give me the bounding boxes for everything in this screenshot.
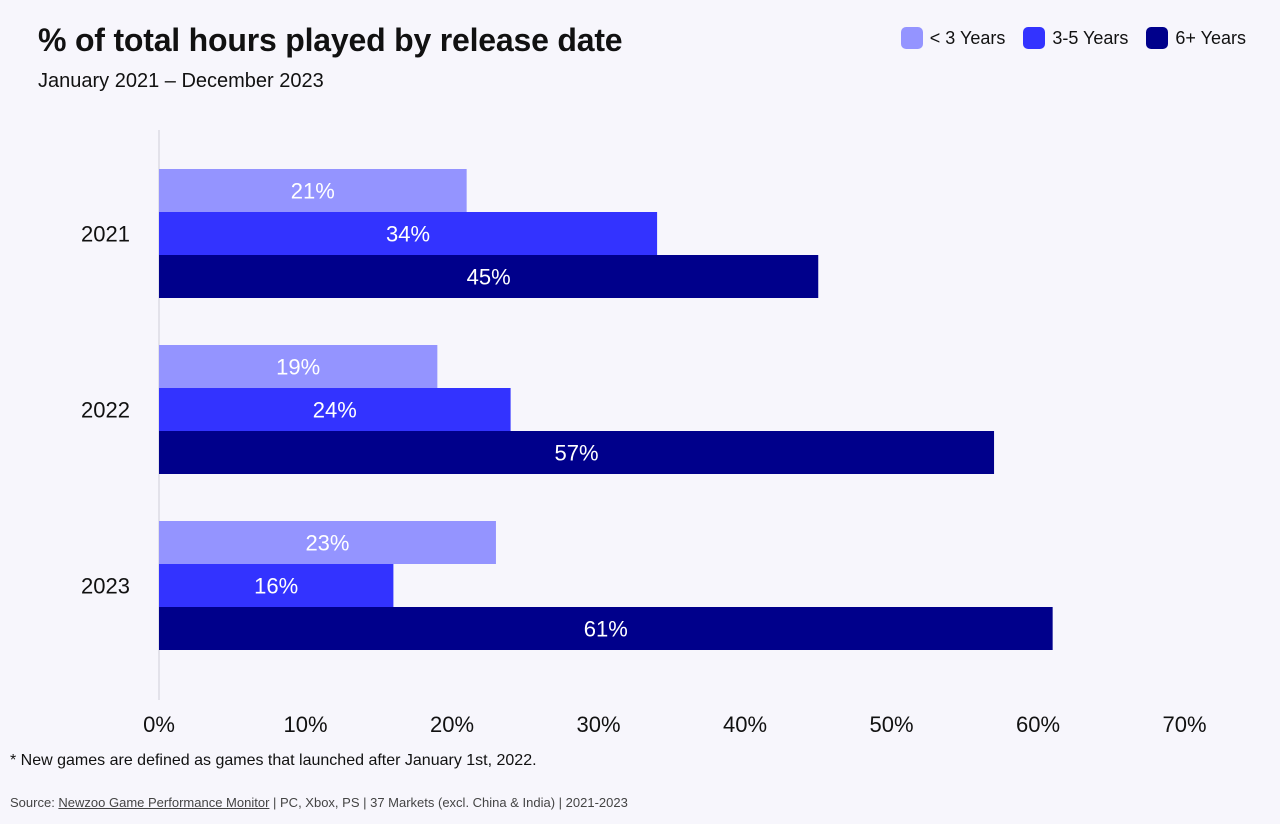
legend-item-lt3: < 3 Years bbox=[900, 27, 1006, 49]
category-label: 2022 bbox=[81, 398, 130, 423]
data-label: 23% bbox=[305, 531, 349, 556]
legend: < 3 Years 3-5 Years 6+ Years bbox=[900, 27, 1246, 49]
bar bbox=[159, 431, 995, 474]
source-line: Source: Newzoo Game Performance Monitor … bbox=[10, 795, 628, 810]
category-label: 2023 bbox=[81, 574, 130, 599]
x-tick-label: 50% bbox=[869, 712, 913, 737]
x-tick-label: 0% bbox=[143, 712, 175, 737]
data-label: 57% bbox=[555, 441, 599, 466]
legend-item-6plus: 6+ Years bbox=[1146, 27, 1246, 49]
bar bbox=[159, 388, 511, 431]
chart-subtitle: January 2021 – December 2023 bbox=[38, 70, 324, 92]
source-suffix: | PC, Xbox, PS | 37 Markets (excl. China… bbox=[269, 795, 628, 810]
x-tick-label: 30% bbox=[576, 712, 620, 737]
bar bbox=[159, 169, 467, 212]
chart-title: % of total hours played by release date bbox=[38, 22, 623, 58]
source-prefix: Source: bbox=[10, 795, 59, 810]
bar bbox=[159, 607, 1053, 650]
x-tick-label: 60% bbox=[1016, 712, 1060, 737]
bar bbox=[159, 345, 438, 388]
data-label: 16% bbox=[254, 574, 298, 599]
category-label: 2021 bbox=[81, 222, 130, 247]
data-label: 61% bbox=[584, 617, 628, 642]
bar bbox=[159, 564, 394, 607]
data-label: 19% bbox=[276, 355, 320, 380]
bar bbox=[159, 255, 819, 298]
legend-label-lt3: < 3 Years bbox=[929, 27, 1006, 48]
bar bbox=[159, 521, 496, 564]
x-tick-label: 20% bbox=[430, 712, 474, 737]
legend-swatch-3to5 bbox=[1023, 27, 1046, 49]
legend-swatch-6plus bbox=[1146, 27, 1169, 49]
data-label: 21% bbox=[291, 179, 335, 204]
footnote: * New games are defined as games that la… bbox=[10, 752, 537, 769]
source-link[interactable]: Newzoo Game Performance Monitor bbox=[58, 795, 270, 810]
legend-item-3to5: 3-5 Years bbox=[1023, 27, 1128, 49]
legend-swatch-lt3 bbox=[900, 27, 923, 49]
data-label: 45% bbox=[467, 265, 511, 290]
x-tick-label: 10% bbox=[283, 712, 327, 737]
data-label: 34% bbox=[386, 222, 430, 247]
data-label: 24% bbox=[313, 398, 357, 423]
legend-label-6plus: 6+ Years bbox=[1175, 27, 1246, 48]
bar bbox=[159, 212, 658, 255]
x-tick-label: 40% bbox=[723, 712, 767, 737]
x-tick-label: 70% bbox=[1162, 712, 1206, 737]
legend-label-3to5: 3-5 Years bbox=[1052, 27, 1129, 48]
